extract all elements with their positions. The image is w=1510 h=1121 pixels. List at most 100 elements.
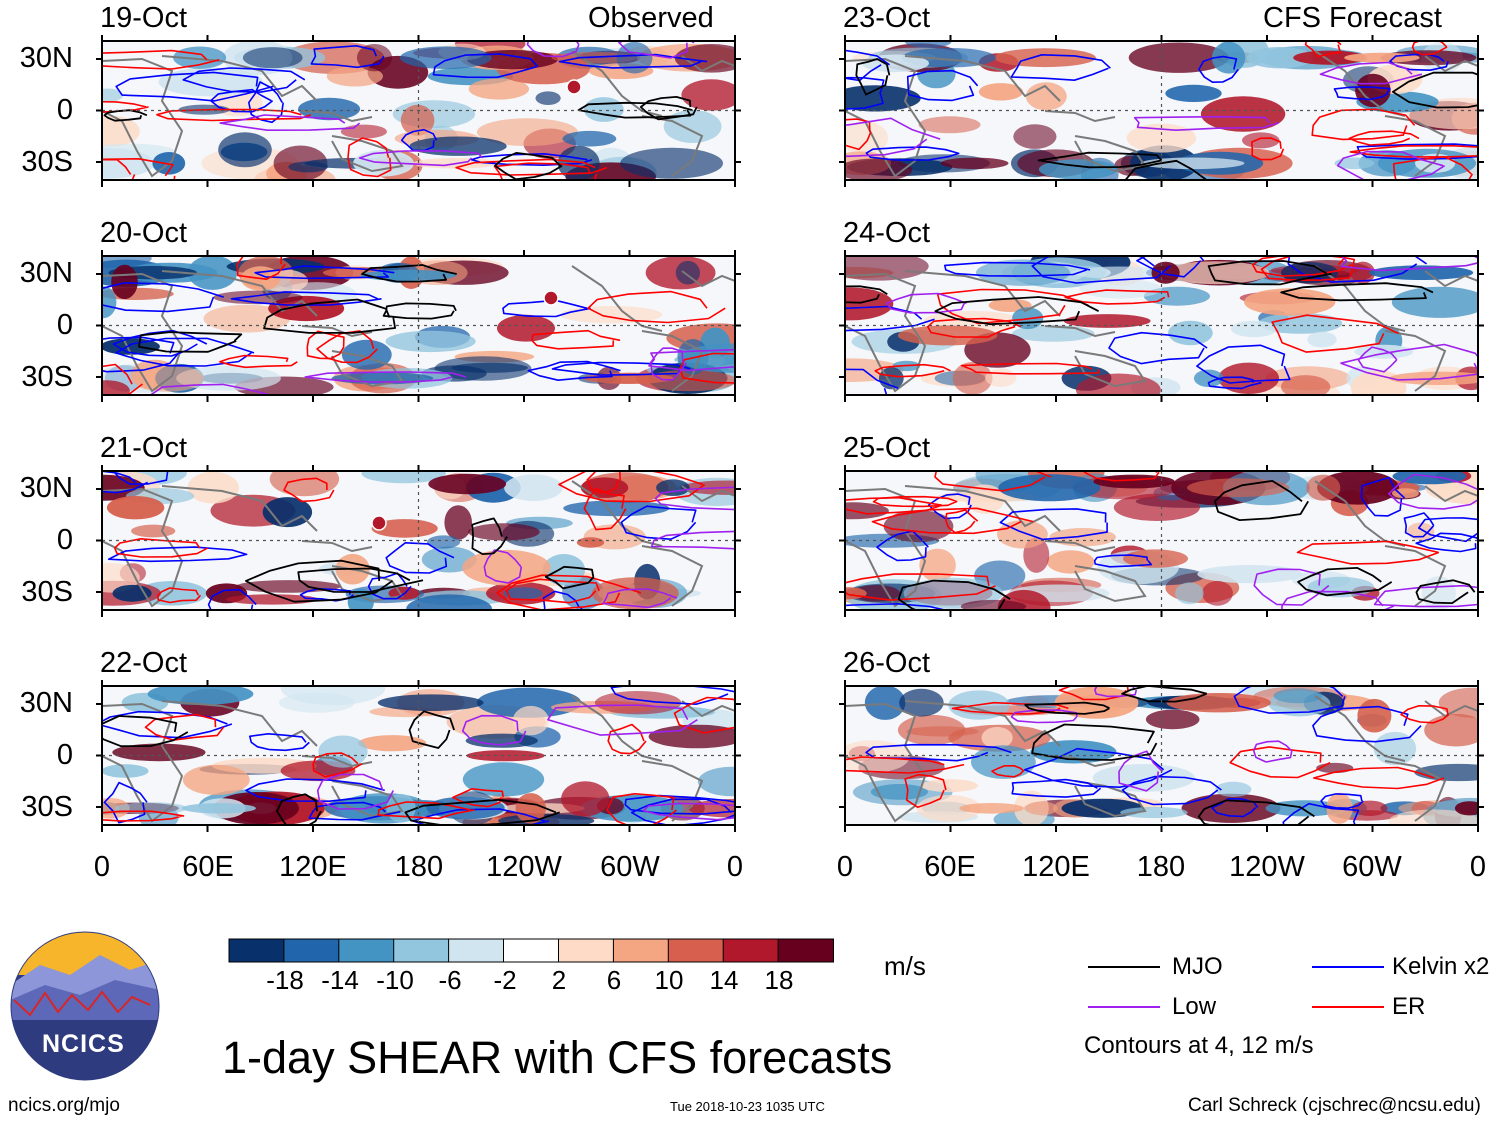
colorbar-swatch bbox=[612, 938, 670, 963]
shear-anomaly-cell bbox=[451, 362, 529, 373]
low-contour bbox=[650, 530, 735, 550]
shear-anomaly-cell bbox=[959, 803, 1024, 814]
shear-anomaly-cell bbox=[1280, 375, 1331, 395]
colorbar-tick: -2 bbox=[493, 965, 517, 995]
er-contour bbox=[607, 723, 647, 755]
kelvin-contour bbox=[999, 508, 1108, 541]
mjo-contour bbox=[276, 793, 322, 825]
lon-tick-cfs-360: 0 bbox=[1469, 851, 1487, 883]
shear-anomaly-cell bbox=[360, 269, 456, 281]
lon-tick-obs-120w: 120W bbox=[486, 851, 562, 883]
figure-title: 1-day SHEAR with CFS forecasts bbox=[222, 1032, 893, 1083]
mjo-contour bbox=[408, 710, 455, 749]
er-contour bbox=[991, 764, 1025, 778]
shear-anomaly-cell bbox=[203, 304, 291, 333]
kelvin-contour bbox=[1418, 517, 1478, 543]
kelvin-contour bbox=[620, 505, 697, 541]
shear-anomaly-cell bbox=[106, 496, 165, 520]
shear-anomaly-cell bbox=[182, 764, 250, 796]
mjo-contour bbox=[244, 559, 393, 603]
coastline bbox=[102, 272, 184, 393]
low-contour bbox=[547, 704, 698, 736]
coastline bbox=[1384, 330, 1447, 392]
colorbar-tick: -14 bbox=[321, 965, 359, 995]
shear-anomaly-cell bbox=[1307, 331, 1337, 348]
mjo-contour bbox=[102, 715, 189, 748]
kelvin-contour bbox=[943, 261, 1091, 277]
shear-anomaly-cell bbox=[960, 599, 1027, 610]
lat-tick-30n-row3: 30N bbox=[19, 472, 73, 504]
shear-anomaly-cell bbox=[112, 743, 206, 762]
shear-anomaly-cell bbox=[675, 260, 701, 285]
shear-anomaly-cell bbox=[1025, 82, 1067, 111]
shear-anomaly-cell bbox=[998, 474, 1101, 502]
coastline bbox=[641, 545, 704, 607]
colorbar-tick: -10 bbox=[376, 965, 414, 995]
er-contour bbox=[1392, 155, 1474, 180]
legend-label-er: ER bbox=[1392, 993, 1426, 1020]
kelvin-contour bbox=[1389, 53, 1449, 71]
coastline bbox=[1424, 55, 1478, 73]
colorbar-tick: 18 bbox=[764, 965, 794, 995]
shear-anomaly-cell bbox=[426, 796, 505, 820]
shear-anomaly-cell bbox=[663, 110, 722, 143]
shear-anomaly-cell bbox=[358, 735, 427, 752]
kelvin-contour bbox=[245, 778, 385, 803]
coastline bbox=[1424, 485, 1478, 503]
shear-anomaly-cell bbox=[535, 91, 561, 105]
shear-anomaly-cell bbox=[1054, 686, 1139, 719]
mjo-contour bbox=[934, 296, 1100, 326]
er-contour bbox=[1296, 540, 1440, 565]
coastline bbox=[904, 700, 1061, 747]
kelvin-contour bbox=[432, 53, 539, 79]
shear-anomaly-cell bbox=[1161, 261, 1270, 285]
kelvin-contour bbox=[115, 337, 255, 367]
shear-anomaly-cell bbox=[1168, 320, 1213, 346]
er-contour bbox=[845, 756, 965, 774]
er-contour bbox=[1064, 289, 1170, 305]
colorbar-tick: 6 bbox=[606, 965, 622, 995]
shear-anomaly-cell bbox=[1392, 471, 1467, 485]
mjo-contour bbox=[1207, 260, 1332, 286]
mjo-contour bbox=[1415, 579, 1476, 604]
colorbar-swatch bbox=[722, 938, 780, 963]
shear-anomaly-cell bbox=[1046, 550, 1095, 574]
shear-anomaly-cell bbox=[940, 157, 1009, 169]
shear-anomaly-cell bbox=[147, 686, 254, 705]
shear-anomaly-cell bbox=[280, 686, 386, 706]
lon-tick-obs-120e: 120E bbox=[279, 851, 347, 883]
low-contour bbox=[1094, 686, 1138, 698]
low-contour bbox=[1253, 568, 1330, 606]
er-contour bbox=[904, 773, 947, 809]
er-contour bbox=[845, 118, 872, 151]
shear-anomaly-cell bbox=[466, 750, 545, 762]
website-link[interactable]: ncics.org/mjo bbox=[8, 1095, 120, 1116]
mjo-contour bbox=[382, 302, 457, 320]
kelvin-contour bbox=[1415, 532, 1478, 553]
lon-tick-cfs-0: 0 bbox=[836, 851, 854, 883]
shear-anomaly-cell bbox=[426, 535, 461, 549]
coastline bbox=[301, 110, 373, 123]
mjo-contour bbox=[1024, 701, 1110, 715]
shear-anomaly-cell bbox=[697, 766, 735, 797]
date-label-obs-3: 21-Oct bbox=[100, 432, 188, 464]
low-contour bbox=[1252, 740, 1293, 763]
shear-anomaly-cell bbox=[1351, 800, 1388, 816]
date-label-obs-1: 19-Oct bbox=[100, 2, 188, 34]
low-contour bbox=[885, 292, 967, 314]
colorbar-tick: -6 bbox=[438, 965, 462, 995]
coastline bbox=[1384, 760, 1447, 822]
shear-anomaly-cell bbox=[225, 594, 319, 605]
er-contour bbox=[1251, 137, 1285, 161]
shear-anomaly-cell bbox=[1215, 781, 1252, 798]
kelvin-contour bbox=[400, 128, 438, 152]
shear-anomaly-cell bbox=[1391, 488, 1419, 499]
colorbar-swatch bbox=[228, 938, 285, 963]
er-contour bbox=[1252, 256, 1353, 277]
map-panel-cfs-2 bbox=[845, 256, 1478, 395]
colorbar-swatch bbox=[448, 938, 505, 963]
kelvin-contour bbox=[1011, 778, 1102, 798]
kelvin-contour bbox=[845, 602, 944, 610]
lat-tick-30s-row3: 30S bbox=[21, 576, 73, 608]
shear-anomaly-cell bbox=[102, 256, 152, 268]
